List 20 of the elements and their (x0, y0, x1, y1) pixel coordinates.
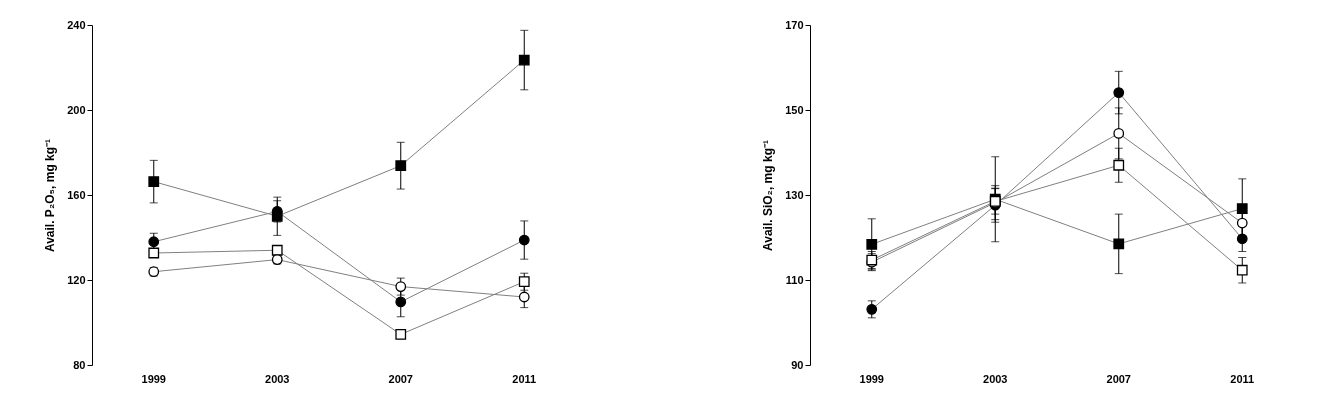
x-tick-label: 2011 (512, 372, 537, 385)
y-tick-label: 120 (67, 273, 86, 286)
y-tick-label: 110 (785, 273, 804, 286)
x-tick-label: 2011 (1230, 372, 1255, 385)
y-tick-label: 90 (791, 358, 804, 371)
y-axis-title: Avail. SiO₂, mg kg⁻¹ (761, 140, 776, 251)
y-tick-label: 160 (67, 188, 86, 201)
x-tick-label: 2007 (388, 372, 413, 385)
y-tick-label: 80 (73, 358, 86, 371)
y-tick-label: 150 (785, 103, 804, 116)
x-tick-label: 2007 (1106, 372, 1131, 385)
y-axis-title: Avail. P₂O₅, mg kg⁻¹ (43, 138, 58, 253)
x-tick-label: 1999 (141, 372, 166, 385)
x-tick-label: 1999 (859, 372, 884, 385)
x-tick-label: 2003 (983, 372, 1008, 385)
x-tick-label: 2003 (265, 372, 290, 385)
y-tick-label: 240 (67, 18, 86, 31)
y-tick-label: 130 (785, 188, 804, 201)
y-tick-label: 200 (67, 103, 86, 116)
y-tick-label: 170 (785, 18, 804, 31)
